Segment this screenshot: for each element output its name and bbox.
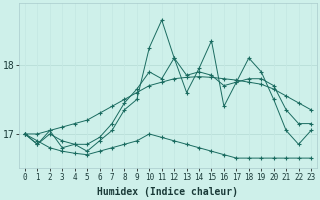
X-axis label: Humidex (Indice chaleur): Humidex (Indice chaleur) (98, 187, 238, 197)
